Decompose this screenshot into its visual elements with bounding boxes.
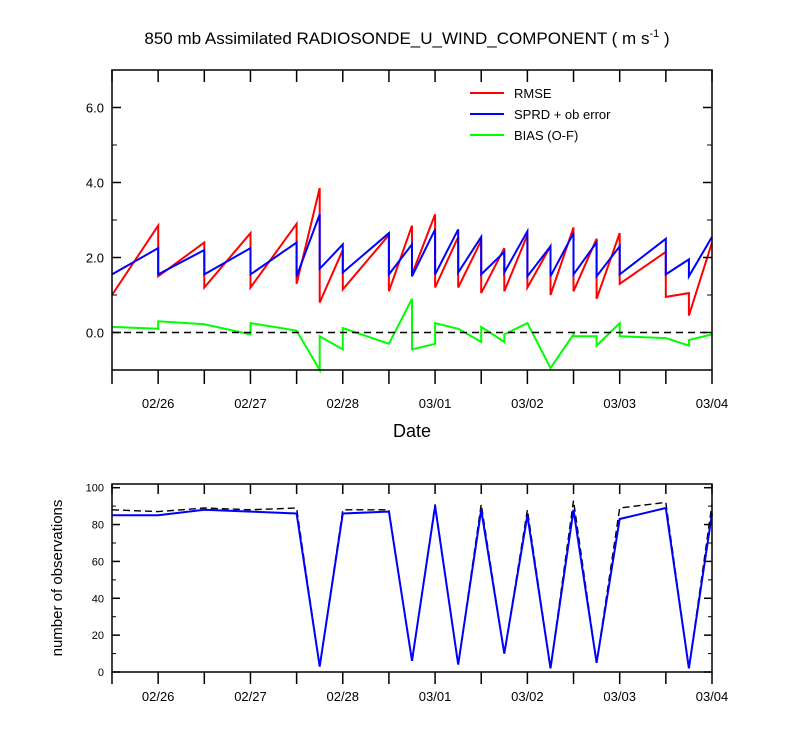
- y-tick-label: 0.0: [86, 326, 104, 341]
- x-tick-label: 03/03: [603, 396, 636, 411]
- x-tick-label: 02/28: [326, 396, 359, 411]
- legend-label: BIAS (O-F): [514, 128, 578, 143]
- obs-line-possible: [111, 500, 713, 669]
- bottom-y-axis-label: number of observations: [49, 500, 66, 657]
- obs-line-assimilated: [112, 505, 713, 669]
- y-tick-label: 100: [86, 483, 104, 495]
- y-tick-label: 2.0: [86, 251, 104, 266]
- x-tick-label: 03/01: [419, 689, 452, 704]
- y-tick-label: 20: [92, 630, 104, 642]
- title-close: ): [659, 29, 669, 48]
- bottom-x-ticks: 02/26 02/27 02/28 03/01 03/02 03/03 03/04: [111, 484, 729, 704]
- legend-label: RMSE: [514, 86, 552, 101]
- x-tick-label: 02/27: [234, 396, 267, 411]
- top-x-ticks: 02/26 02/27 02/28 03/01 03/02 03/03 03/04: [111, 70, 729, 411]
- title-units-superscript: -1: [649, 28, 659, 40]
- x-axis-label: Date: [393, 421, 431, 441]
- x-tick-label: 03/04: [696, 396, 729, 411]
- x-tick-label: 02/26: [142, 689, 175, 704]
- bottom-series-group: [111, 500, 713, 669]
- x-tick-label: 02/27: [234, 689, 267, 704]
- y-tick-label: 60: [92, 556, 104, 568]
- top-series-group: [111, 187, 713, 374]
- y-tick-label: 80: [92, 520, 104, 532]
- y-tick-label: 0: [98, 667, 104, 679]
- legend: RMSE SPRD + ob error BIAS (O-F): [470, 86, 611, 143]
- series-line-sprd-ob-error: [111, 214, 713, 280]
- x-tick-label: 03/02: [511, 396, 544, 411]
- x-tick-label: 03/04: [696, 689, 729, 704]
- y-tick-label: 4.0: [86, 176, 104, 191]
- top-panel: 0.0 2.0 4.0 6.0 02/26 02/27 02/28 03/01 03/02 03…: [86, 69, 729, 441]
- x-tick-label: 02/26: [142, 396, 175, 411]
- bottom-y-ticks: 0 20 40 60 80 100: [86, 483, 712, 679]
- legend-label: SPRD + ob error: [514, 107, 611, 122]
- series-line-bias-o-f: [111, 298, 713, 374]
- top-y-ticks: 0.0 2.0 4.0 6.0: [86, 69, 712, 371]
- y-tick-label: 6.0: [86, 101, 104, 116]
- y-tick-label: 40: [92, 593, 104, 605]
- chart-title: 850 mb Assimilated RADIOSONDE_U_WIND_COM…: [144, 28, 669, 48]
- x-tick-label: 02/28: [326, 689, 359, 704]
- bottom-plot-frame: [111, 483, 713, 673]
- x-tick-label: 03/01: [419, 396, 452, 411]
- x-tick-label: 03/03: [603, 689, 636, 704]
- bottom-panel: 0 20 40 60 80 100 02/26 02/27 02/28 03/01 03/02 03…: [49, 483, 728, 704]
- x-tick-label: 03/02: [511, 689, 544, 704]
